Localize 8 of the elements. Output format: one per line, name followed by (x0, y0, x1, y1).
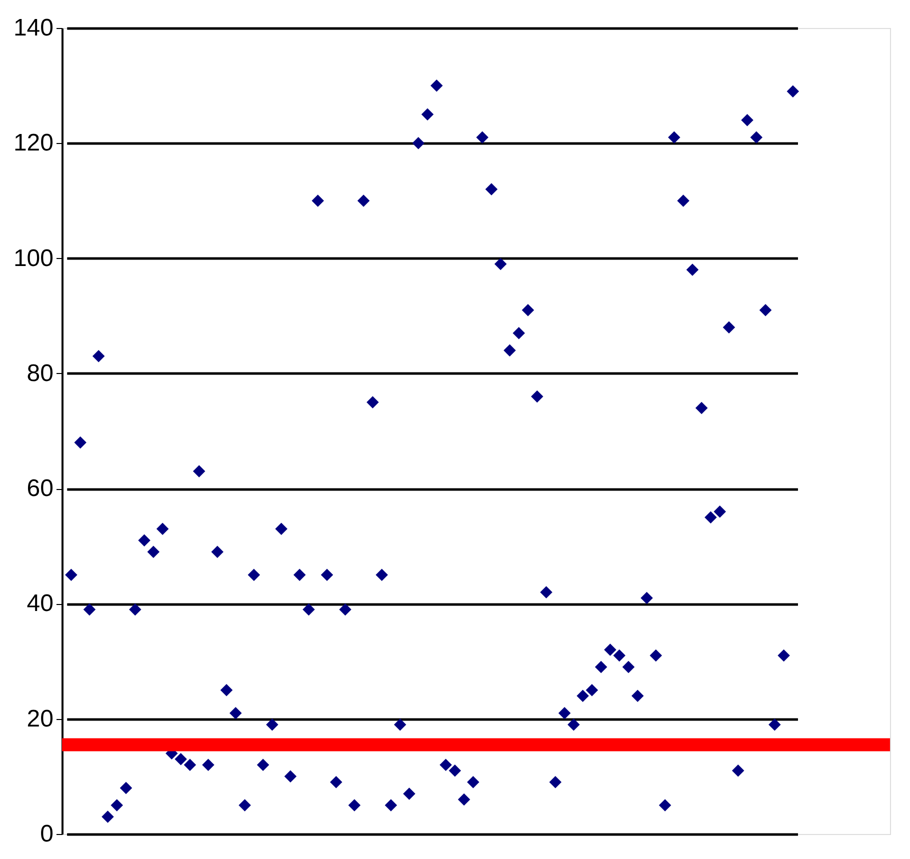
y-tick-label: 100 (13, 244, 54, 272)
y-tick-label: 20 (26, 705, 54, 732)
y-tick-label: 60 (26, 475, 54, 502)
y-tick-label: 120 (13, 130, 54, 157)
y-tick-label: 140 (13, 14, 54, 42)
y-tick-label: 80 (26, 360, 54, 387)
y-tick-label: 0 (40, 820, 54, 848)
y-tick-label: 40 (26, 590, 54, 618)
